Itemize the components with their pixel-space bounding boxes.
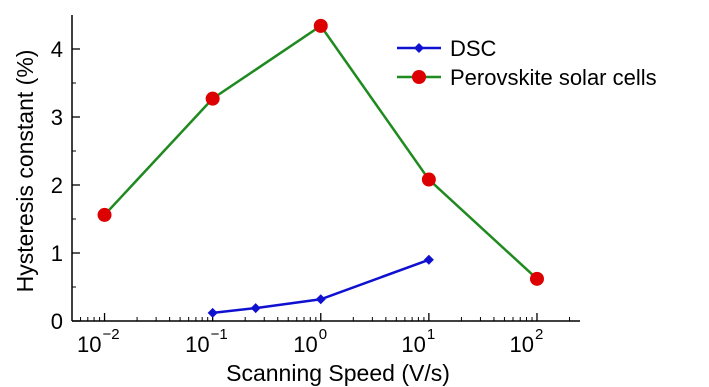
y-axis-label: Hysteresis constant (%) bbox=[12, 50, 38, 293]
x-axis-label: Scanning Speed (V/s) bbox=[226, 360, 450, 386]
y-tick-label: 1 bbox=[51, 241, 63, 266]
series-line bbox=[103, 24, 538, 280]
series-layer bbox=[97, 18, 544, 318]
x-tick-base: 10 bbox=[509, 332, 533, 357]
legend-label: Perovskite solar cells bbox=[450, 65, 657, 90]
x-tick-exponent: −2 bbox=[103, 326, 120, 343]
legend-marker bbox=[412, 70, 426, 84]
legend-item: DSC bbox=[397, 36, 497, 61]
data-point bbox=[205, 91, 220, 106]
y-tick-label: 0 bbox=[51, 309, 63, 334]
x-tick-exponent: −1 bbox=[211, 326, 228, 343]
x-tick-label: 10 1 bbox=[401, 326, 435, 357]
legend: DSC Perovskite solar cells bbox=[397, 36, 657, 90]
data-point bbox=[423, 254, 434, 265]
x-tick-label: 10 −1 bbox=[185, 326, 228, 357]
data-point bbox=[250, 303, 261, 314]
legend-item: Perovskite solar cells bbox=[397, 65, 657, 90]
x-tick-exponent: 1 bbox=[427, 326, 435, 343]
x-tick-base: 10 bbox=[77, 332, 101, 357]
series-dsc bbox=[207, 254, 434, 318]
series-line bbox=[212, 258, 430, 315]
x-tick-label: 10 0 bbox=[293, 326, 327, 357]
x-tick-exponent: 0 bbox=[319, 326, 327, 343]
x-tick-label: 10 −2 bbox=[77, 326, 120, 357]
x-tick-base: 10 bbox=[293, 332, 317, 357]
series-perovskite bbox=[97, 18, 544, 286]
x-tick-label: 10 2 bbox=[509, 326, 543, 357]
data-point bbox=[97, 207, 112, 222]
data-point bbox=[421, 172, 436, 187]
y-tick-label: 3 bbox=[51, 105, 63, 130]
data-point bbox=[315, 294, 326, 305]
legend-label: DSC bbox=[450, 36, 497, 61]
y-tick-label: 2 bbox=[51, 173, 63, 198]
data-point bbox=[207, 307, 218, 318]
legend-marker bbox=[414, 43, 424, 53]
y-tick-label: 4 bbox=[51, 37, 63, 62]
x-tick-base: 10 bbox=[401, 332, 425, 357]
axes bbox=[71, 15, 580, 322]
data-point bbox=[313, 18, 328, 33]
x-tick-base: 10 bbox=[185, 332, 209, 357]
x-tick-exponent: 2 bbox=[535, 326, 543, 343]
data-point bbox=[529, 271, 544, 286]
